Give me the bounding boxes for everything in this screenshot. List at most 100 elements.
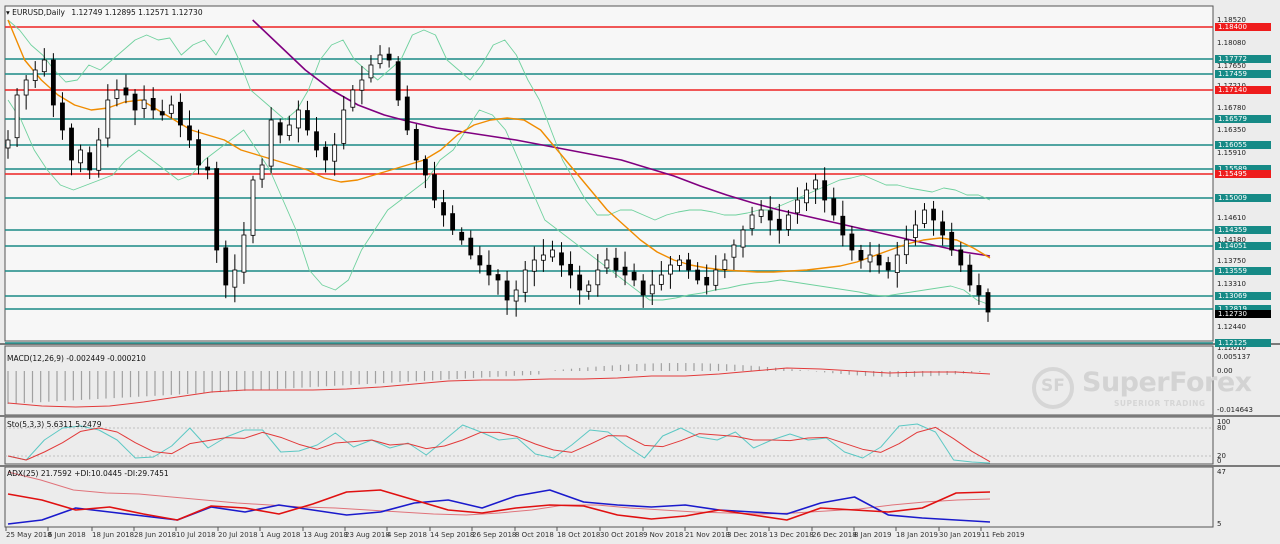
stochastic-label: Sto(5,3,3) 5.6311 5.2479 [7, 420, 102, 429]
bull-candle [377, 54, 383, 65]
bear-candle [178, 101, 183, 126]
bear-candle [87, 152, 93, 171]
level-price-tag: 1.17140 [1215, 86, 1271, 94]
bull-candle [913, 224, 918, 238]
bear-candle [876, 254, 882, 266]
bear-candle [622, 266, 628, 276]
bear-candle [69, 127, 74, 161]
adx-axis-label: 47 [1217, 468, 1226, 476]
bull-candle [922, 209, 927, 224]
date-axis-label: 1 Aug 2018 [260, 531, 301, 539]
macd-label: MACD(12,26,9) -0.002449 -0.000210 [7, 354, 146, 363]
bull-candle [804, 189, 809, 204]
level-price-tag: 1.17772 [1215, 55, 1271, 63]
bear-candle [468, 237, 474, 256]
bear-candle [686, 259, 691, 271]
bear-candle [858, 250, 864, 261]
adx-main-line [7, 471, 991, 516]
level-price-tag: 1.13069 [1215, 292, 1271, 300]
bull-candle [522, 269, 528, 293]
bear-candle [985, 292, 991, 313]
date-axis-label: 13 Dec 2018 [769, 531, 814, 539]
bull-candle [5, 139, 11, 149]
bear-candle [277, 122, 283, 136]
price-axis-label: 1.14610 [1217, 214, 1246, 222]
price-axis-label: 1.14180 [1217, 236, 1246, 244]
stochastic-signal-line [7, 426, 991, 463]
macd-axis-label: -0.014643 [1217, 406, 1253, 414]
date-axis-label: 18 Jun 2018 [92, 531, 135, 539]
bear-candle [776, 218, 782, 231]
bear-candle [885, 262, 891, 271]
bull-candle [785, 214, 791, 230]
bear-candle [60, 102, 65, 131]
bear-candle [459, 231, 465, 241]
level-price-tag: 1.12125 [1215, 339, 1271, 347]
bull-candle [795, 199, 800, 214]
macd-axis-label: 0.00 [1217, 367, 1233, 375]
bull-candle [713, 269, 719, 286]
bull-candle [867, 254, 873, 263]
date-axis-label: 18 Oct 2018 [557, 531, 601, 539]
level-price-tag: 1.14359 [1215, 226, 1271, 234]
bull-candle [168, 104, 174, 114]
price-axis-label: 1.12440 [1217, 323, 1246, 331]
pane-separator [0, 415, 1280, 417]
price-axis-label: 1.13750 [1217, 257, 1246, 265]
bull-candle [41, 59, 47, 73]
price-axis-label: 1.18520 [1217, 16, 1246, 24]
bear-candle [495, 274, 501, 281]
date-axis-label: 6 Jun 2018 [48, 531, 86, 539]
bull-candle [903, 239, 909, 256]
bull-candle [677, 259, 682, 266]
bear-candle [504, 280, 510, 301]
bear-candle [949, 231, 955, 251]
stochastic-axis-label: 0 [1217, 457, 1222, 465]
stochastic-main-line [7, 423, 991, 464]
bear-candle [395, 61, 401, 101]
stochastic-axis-label: 80 [1217, 424, 1226, 432]
bear-candle [822, 180, 828, 201]
bull-candle [668, 264, 673, 275]
bear-candle [123, 87, 129, 96]
bull-candle [232, 269, 238, 288]
bull-candle [241, 234, 247, 273]
level-price-tag: 1.14051 [1215, 242, 1271, 250]
bull-candle [259, 164, 265, 180]
adx-axis-label: 5 [1217, 520, 1222, 528]
price-axis-label: 1.16350 [1217, 126, 1246, 134]
bull-candle [595, 269, 601, 286]
bear-candle [577, 274, 583, 291]
chart-title: ▾ EURUSD,Daily 1.12749 1.12895 1.12571 1… [6, 8, 203, 17]
bull-candle [295, 109, 301, 129]
collapse-triangle-icon[interactable]: ▾ [6, 8, 10, 17]
bear-candle [568, 263, 573, 276]
bull-candle [586, 284, 592, 292]
bear-candle [613, 257, 619, 271]
superforex-logo-icon: SF [1032, 367, 1074, 409]
bear-candle [450, 213, 456, 231]
bear-candle [214, 168, 220, 251]
date-axis-label: 8 Oct 2018 [515, 531, 554, 539]
bear-candle [314, 131, 319, 151]
bear-candle [695, 269, 701, 281]
bear-candle [386, 53, 392, 61]
bear-candle [205, 166, 211, 171]
bear-candle [767, 210, 773, 221]
bull-candle [105, 99, 111, 139]
bear-candle [132, 93, 138, 111]
bull-candle [813, 179, 818, 190]
bear-candle [150, 98, 156, 111]
date-axis-label: 3 Dec 2018 [727, 531, 768, 539]
superforex-watermark: SF SuperForex SUPERIOR TRADING [1030, 365, 1252, 413]
price-axis-label: 1.12010 [1217, 344, 1246, 352]
bull-candle [749, 214, 755, 230]
watermark-tagline: SUPERIOR TRADING [1114, 399, 1206, 408]
date-axis-label: 13 Aug 2018 [303, 531, 348, 539]
bear-candle [940, 221, 946, 236]
bull-candle [268, 119, 274, 167]
macd-signal-line [7, 367, 991, 408]
bull-candle [32, 69, 38, 81]
